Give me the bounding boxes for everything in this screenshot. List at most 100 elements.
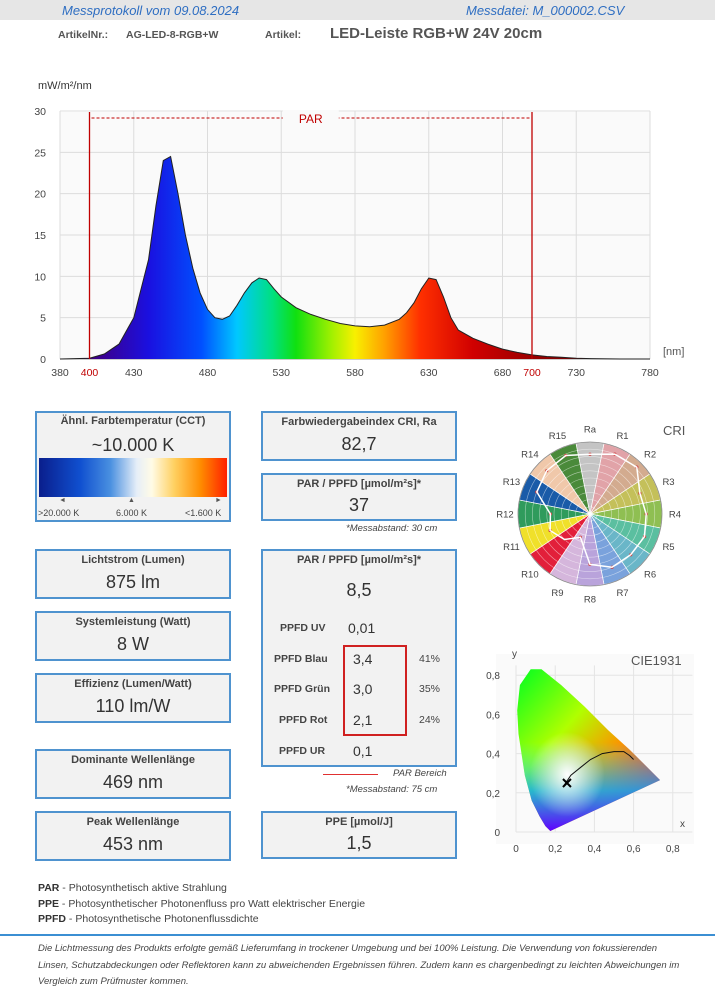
cct-box: Ähnl. Farbtemperatur (CCT) ~10.000 K ◄ ▲… (35, 411, 231, 522)
ppfd-uv-label: PPFD UV (280, 622, 326, 634)
cri-label: R15 (549, 431, 566, 442)
dominant-title: Dominante Wellenlänge (71, 754, 195, 766)
cri-ring (553, 477, 627, 551)
scale-right-label: <1.600 K (185, 508, 222, 518)
cri-ring (560, 484, 620, 544)
dominant-wavelength-box: Dominante Wellenlänge 469 nm (35, 749, 231, 799)
y-tick-label: 30 (34, 106, 46, 118)
ppfd-blue-pct: 41% (419, 653, 441, 665)
y-tick-label: 0 (40, 354, 46, 366)
cri-label: R13 (503, 477, 520, 488)
efficiency-box: Effizienz (Lumen/Watt) 110 lm/W (35, 673, 231, 723)
par-label: PAR (299, 112, 323, 126)
spectrum-area (60, 156, 650, 359)
y-tick-label: 5 (40, 313, 46, 325)
legend-ppe: PPE - Photosynthetischer Photonenfluss p… (38, 898, 366, 910)
ppfd-ur-value: 0,1 (353, 743, 373, 759)
cie-x-tick: 0,8 (666, 844, 680, 855)
peak-title: Peak Wellenlänge (86, 816, 180, 828)
protocol-date: Messprotokoll vom 09.08.2024 (62, 3, 240, 18)
x-tick-label: 430 (125, 367, 143, 379)
peak-value: 453 nm (102, 834, 164, 854)
cie-y-tick: 0,2 (486, 789, 500, 800)
cie-x-label: x (680, 819, 685, 830)
y-axis-unit: mW/m²/nm (38, 80, 92, 92)
disclaimer: Die Lichtmessung des Produkts erfolgte g… (38, 943, 680, 987)
x-tick-label: 700 (523, 367, 541, 379)
lumen-value: 875 lm (105, 572, 161, 592)
spectrum-line (59, 155, 650, 360)
cie-y-tick: 0,8 (486, 671, 500, 682)
article-label: Artikel: (265, 29, 302, 41)
cri-wheel-chart: CRI RaR1R2R3R4R5R6R7R8R9R10R11R12R13R14R… (496, 423, 685, 606)
ppfd-blue-value: 3,4 (353, 651, 373, 667)
scale-left-label: >20.000 K (38, 508, 80, 518)
legend-ppfd: PPFD - Photosynthetische Photonenflussdi… (38, 913, 259, 925)
cie-measured-point (562, 778, 572, 788)
y-tick-label: 10 (34, 271, 46, 283)
cri-ring (524, 448, 656, 580)
par75-note: *Messabstand: 75 cm (346, 784, 438, 795)
cie-y-tick: 0,4 (486, 750, 500, 761)
par30-note: *Messabstand: 30 cm (346, 523, 438, 534)
article-no-label: ArtikelNr.: (58, 29, 109, 41)
ppfd-red-pct: 24% (419, 714, 441, 726)
cri-ring (568, 492, 612, 536)
footer-divider (0, 934, 715, 936)
scale-left-marker: ◄ (59, 497, 66, 504)
ppe-title: PPE [µmol/J] (325, 816, 393, 828)
cri-labels: Ra R1 R2 R3 R4 R5 R6 R7 R8 R9 R10 R11 R12 R13 R14 R15 (496, 425, 681, 606)
cie-tick-labels: 0,8 0,6 0,4 0,2 0 0 0,2 0,4 0,6 0,8 (486, 671, 680, 855)
cri-ring (582, 506, 598, 522)
dominant-value: 469 nm (102, 772, 164, 792)
efficiency-value: 110 lm/W (95, 696, 171, 716)
cri-label: R1 (616, 431, 628, 442)
article-no: AG-LED-8-RGB+W (126, 29, 219, 41)
ppfd-uv-value: 0,01 (348, 620, 376, 636)
power-value: 8 W (116, 634, 149, 654)
cie-point-stroke-b (562, 778, 572, 788)
ppfd-green-value: 3,0 (353, 681, 373, 697)
ppe-value: 1,5 (346, 833, 372, 853)
cct-title: Ähnl. Farbtemperatur (CCT) (60, 415, 206, 427)
cri-values-polygon (535, 453, 647, 568)
x-axis-unit: [nm] (663, 346, 684, 358)
cri-value: 82,7 (341, 434, 377, 454)
par75-box: PAR / PPFD [µmol/m²s]* 8,5 PPFD UV 0,01 … (261, 549, 457, 767)
header-bar: Messprotokoll vom 09.08.2024 Messdatei: … (0, 0, 715, 20)
cie1931-chart: CIE1931 y x 0,8 0,6 0,4 0,2 0 0 0,2 0,4 0,6 0,8 (486, 649, 694, 855)
y-tick-label: 20 (34, 189, 46, 201)
par-range-frame (343, 645, 407, 736)
cri-label: R9 (551, 588, 563, 599)
cie-x-tick: 0,4 (587, 844, 601, 855)
cie-y-label: y (512, 649, 517, 660)
lumen-box: Lichtstrom (Lumen) 875 lm (35, 549, 231, 599)
article-name: LED-Leiste RGB+W 24V 20cm (330, 25, 543, 42)
lumen-title: Lichtstrom (Lumen) (81, 554, 185, 566)
cri-label: R11 (503, 542, 520, 553)
cri-box: Farbwiedergabeindex CRI, Ra 82,7 (261, 411, 457, 461)
y-tick-label: 25 (34, 147, 46, 159)
y-tick-label: 15 (34, 230, 46, 242)
cri-label: R8 (584, 595, 596, 606)
cie-x-tick: 0,6 (627, 844, 641, 855)
par30-title: PAR / PPFD [µmol/m²s]* (296, 478, 422, 490)
cie-y-tick: 0,6 (486, 710, 500, 721)
ppfd-red-value: 2,1 (353, 712, 373, 728)
x-tick-label: 780 (641, 367, 659, 379)
spectrum-chart: mW/m²/nm [nm] PAR 0 5 10 15 20 25 30 380 400 430… (34, 80, 684, 379)
y-tick-labels: 0 5 10 15 20 25 30 (34, 106, 46, 366)
cie-gamut (517, 669, 661, 831)
cie-x-tick: 0,2 (548, 844, 562, 855)
x-tick-label: 680 (494, 367, 512, 379)
ppfd-green-pct: 35% (419, 683, 441, 695)
x-tick-label: 480 (199, 367, 217, 379)
x-tick-label: 630 (420, 367, 438, 379)
cie-gamut-white (517, 669, 661, 831)
par75-value: 8,5 (346, 580, 372, 600)
par75-title: PAR / PPFD [µmol/m²s]* (296, 554, 422, 566)
planckian-locus (562, 751, 634, 788)
cri-chart-title: CRI (663, 423, 685, 438)
par-label-bg (282, 110, 339, 126)
par30-value: 37 (348, 495, 370, 515)
